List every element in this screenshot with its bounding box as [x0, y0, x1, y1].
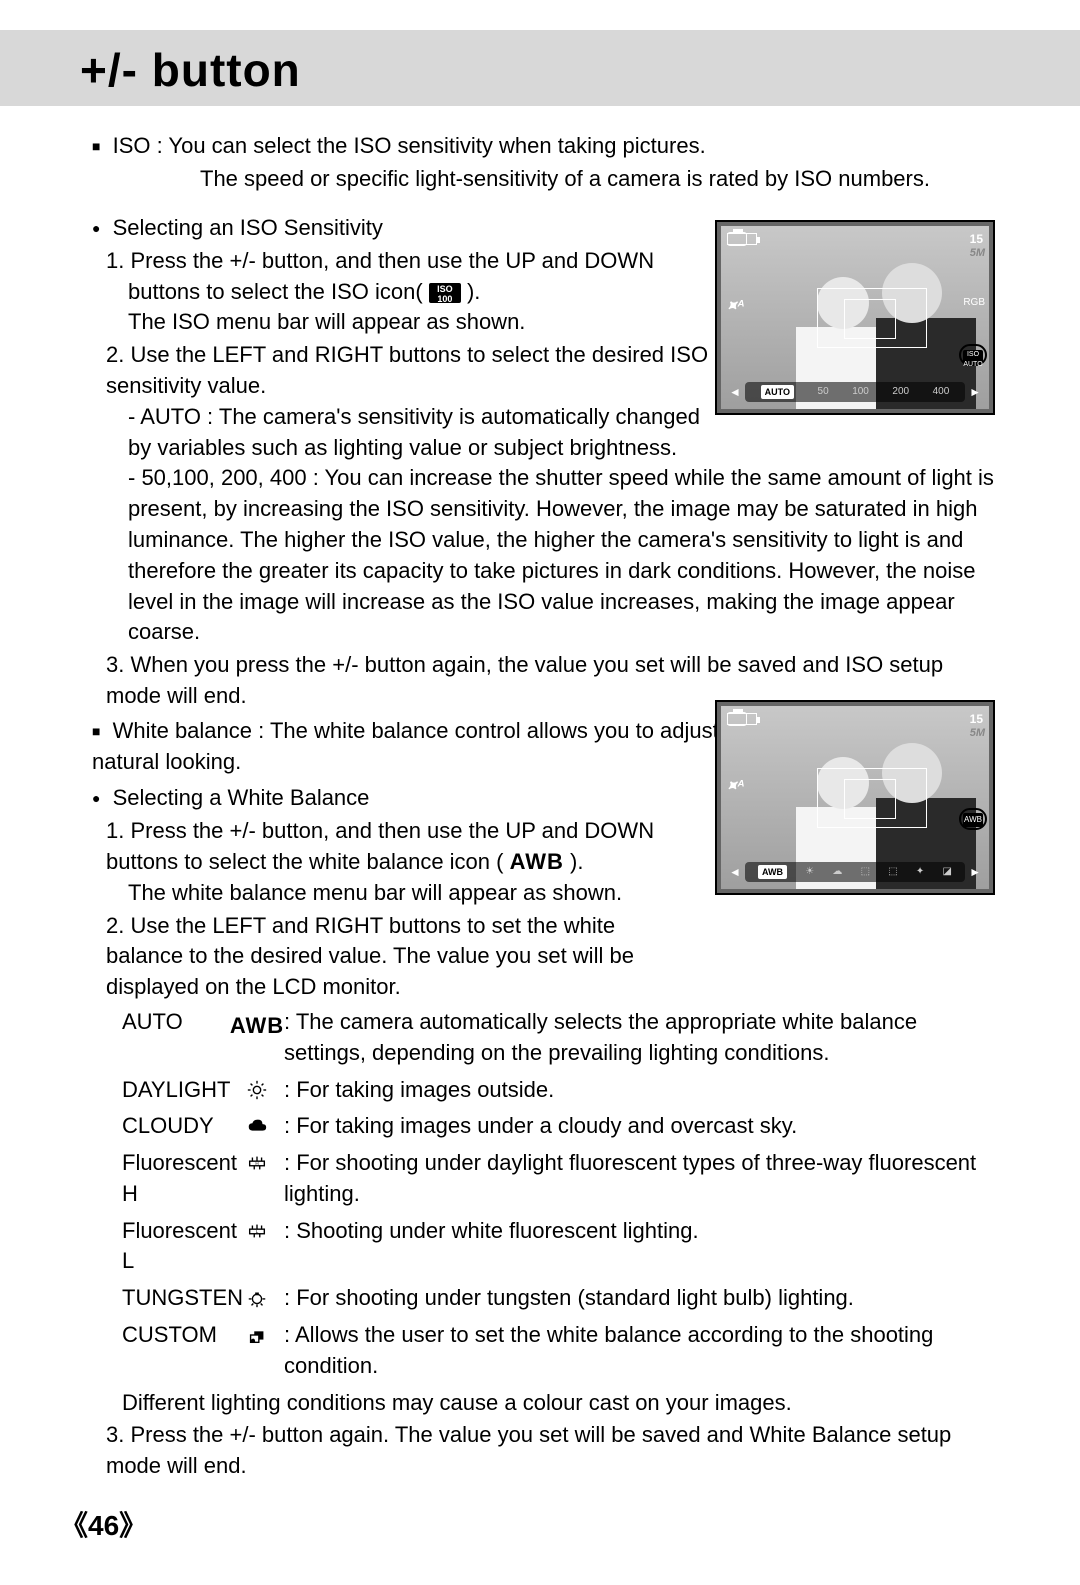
- wb-mode-flh-desc: : For shooting under daylight fluorescen…: [284, 1148, 1000, 1210]
- cloud-icon: [230, 1111, 284, 1142]
- wb-mode-flh-label: Fluorescent H: [60, 1148, 230, 1210]
- wb-mode-auto-label: AUTO: [60, 1007, 230, 1069]
- iso-step1: 1. Press the +/- button, and then use th…: [60, 246, 670, 338]
- wb-modes-table: AUTO AWB : The camera automatically sele…: [60, 1007, 1000, 1382]
- iso-auto-pill: ISOAUTO: [963, 350, 983, 364]
- right-arrow-icon: ►: [969, 864, 981, 881]
- wb-step2: 2. Use the LEFT and RIGHT buttons to set…: [60, 911, 670, 1003]
- wb-mode-tungsten-desc: : For shooting under tungsten (standard …: [284, 1283, 1000, 1314]
- wb-note: Different lighting conditions may cause …: [60, 1388, 1000, 1419]
- fluorescent-h-icon: H: [230, 1148, 284, 1210]
- battery-icon: [727, 233, 757, 245]
- flash-auto-icon: ⯍ᴬ: [727, 296, 744, 316]
- wb-mode-custom-desc: : Allows the user to set the white balan…: [284, 1320, 1000, 1382]
- flash-auto-icon: ⯍ᴬ: [727, 776, 744, 796]
- right-arrow-icon: ►: [969, 384, 981, 401]
- wb-mode-custom-label: CUSTOM: [60, 1320, 230, 1382]
- title-bar: +/- button: [0, 30, 1080, 106]
- page-number: 《46》: [60, 1506, 147, 1545]
- left-arrow-icon: ◄: [729, 864, 741, 881]
- wb-mode-fll-label: Fluorescent L: [60, 1216, 230, 1278]
- wb-mode-daylight-label: DAYLIGHT: [60, 1075, 230, 1106]
- resolution-label: 5M: [970, 726, 985, 741]
- lcd-preview-wb: 15 5M ⯍ᴬ AWB ◄ AWB ☀☁⬚⬚✦◪ ►: [715, 700, 995, 895]
- wb-mode-fll-desc: : Shooting under white fluorescent light…: [284, 1216, 1000, 1278]
- left-arrow-icon: ◄: [729, 384, 741, 401]
- tungsten-icon: [230, 1283, 284, 1314]
- iso-inline-icon: ISO100: [429, 283, 461, 303]
- awb-pill: AWB: [963, 813, 983, 827]
- wb-mode-cloudy-label: CLOUDY: [60, 1111, 230, 1142]
- wb-step3: 3. Press the +/- button again. The value…: [60, 1420, 1000, 1482]
- lcd-preview-iso: 15 5M ⯍ᴬ RGB ISOAUTO ◄ AUTO 50 100 200 4…: [715, 220, 995, 415]
- awb-icon: AWB: [230, 1007, 284, 1069]
- iso-heading-line2: The speed or specific light-sensitivity …: [60, 164, 1000, 195]
- shot-count: 15: [970, 711, 983, 728]
- page-title: +/- button: [20, 38, 1060, 102]
- fluorescent-l-icon: L: [230, 1216, 284, 1278]
- rgb-label: RGB: [963, 296, 985, 310]
- wb-step1: 1. Press the +/- button, and then use th…: [60, 816, 670, 908]
- iso-heading: ISO : You can select the ISO sensitivity…: [60, 131, 1000, 162]
- custom-wb-icon: [230, 1320, 284, 1382]
- wb-value-bar: AWB ☀☁⬚⬚✦◪: [745, 862, 965, 882]
- wb-mode-tungsten-label: TUNGSTEN: [60, 1283, 230, 1314]
- sun-icon: [230, 1075, 284, 1106]
- iso-value-bar: AUTO 50 100 200 400: [745, 382, 965, 402]
- battery-icon: [727, 713, 757, 725]
- shot-count: 15: [970, 231, 983, 248]
- svg-text:H: H: [255, 1161, 258, 1166]
- wb-mode-cloudy-desc: : For taking images under a cloudy and o…: [284, 1111, 1000, 1142]
- wb-mode-auto-desc: : The camera automatically selects the a…: [284, 1007, 1000, 1069]
- wb-mode-daylight-desc: : For taking images outside.: [284, 1075, 1000, 1106]
- resolution-label: 5M: [970, 246, 985, 261]
